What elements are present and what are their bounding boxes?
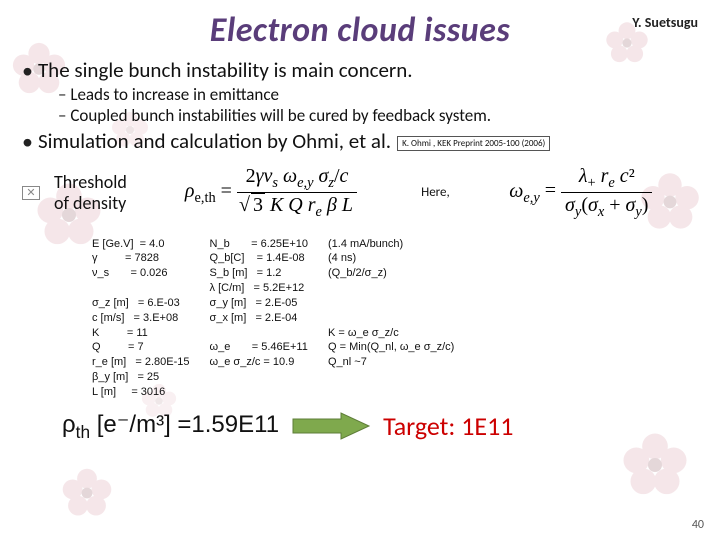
slide-title: Electron cloud issues (22, 10, 698, 51)
threshold-label: Threshold of density (54, 172, 127, 213)
formula-rho: ρe,th = 2γνs ωe,y σz/c 3 K Q re β L (141, 165, 401, 221)
marker-icon: ✕ (22, 186, 40, 200)
threshold-l2: of density (54, 192, 126, 214)
arrow-icon (291, 411, 371, 441)
threshold-l1: Threshold (54, 171, 127, 193)
parameter-block: E [Ge.V] = 4.0 γ = 7828 ν_s = 0.026 σ_z … (92, 237, 698, 400)
author-label: Y. Suetsugu (632, 14, 698, 31)
target-text: Target: 1E11 (383, 410, 513, 442)
params-col-2: N_b = 6.25E+10 Q_b[C] = 1.4E-08 S_b [m] … (210, 237, 308, 400)
bullet-2-text: Simulation and calculation by Ohmi, et a… (38, 128, 391, 154)
params-col-1: E [Ge.V] = 4.0 γ = 7828 ν_s = 0.026 σ_z … (92, 237, 190, 400)
subbullet-1-text: Leads to increase in emittance (70, 84, 279, 105)
bullet-2: Simulation and calculation by Ohmi, et a… (22, 128, 698, 155)
page-number: 40 (692, 518, 704, 532)
formula-omega: ωe,y = λ+ re c² σy(σx + σy) (464, 165, 698, 221)
here-label: Here, (421, 185, 450, 200)
subbullet-1: Leads to increase in emittance (58, 84, 698, 105)
bullet-1: The single bunch instability is main con… (22, 57, 698, 126)
result-row: ρth [e⁻/m³] =1.59E11 Target: 1E11 (62, 410, 698, 443)
citation-box: K. Ohmi , KEK Preprint 2005-100 (2006) (397, 136, 550, 151)
rho-result: ρth [e⁻/m³] =1.59E11 (62, 410, 279, 443)
subbullet-2: Coupled bunch instabilities will be cure… (58, 105, 698, 126)
formula-row: ✕ Threshold of density ρe,th = 2γνs ωe,y… (22, 165, 698, 221)
subbullet-2-text: Coupled bunch instabilities will be cure… (70, 105, 491, 126)
params-col-3: (1.4 mA/bunch) (4 ns) (Q_b/2/σ_z) K = ω_… (328, 237, 454, 400)
rho-result-value: [e⁻/m³] =1.59E11 (90, 411, 279, 438)
bullet-1-text: The single bunch instability is main con… (38, 57, 413, 83)
bullet-list: The single bunch instability is main con… (22, 57, 698, 155)
